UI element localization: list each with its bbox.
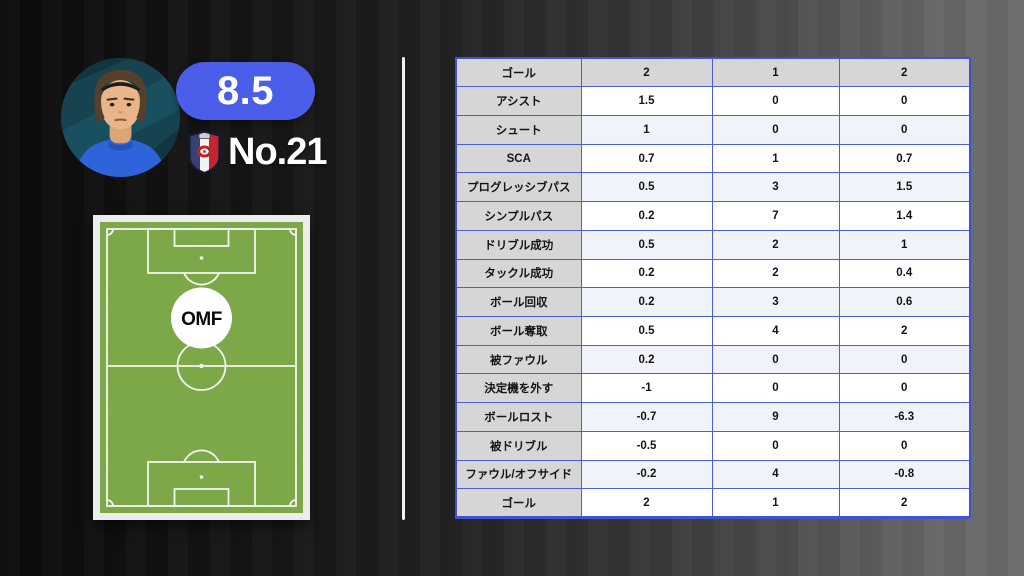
stat-value: 2 bbox=[711, 229, 840, 260]
stat-label: ボール回収 bbox=[455, 287, 582, 317]
stat-label: ドリブル成功 bbox=[455, 229, 582, 260]
stat-value: 1 bbox=[838, 229, 971, 260]
table-row: ボール回収 0.2 3 0.6 bbox=[455, 287, 971, 317]
table-row: ファウル/オフサイド -0.2 4 -0.8 bbox=[455, 459, 971, 490]
stat-value: -1 bbox=[580, 373, 713, 404]
stat-value: 0.2 bbox=[580, 201, 713, 231]
stat-value: 1 bbox=[711, 57, 840, 88]
stat-value: 0 bbox=[711, 86, 840, 116]
table-row: 被ファウル 0.2 0 0 bbox=[455, 344, 971, 375]
stat-value: -0.5 bbox=[580, 430, 713, 461]
team-crest-icon bbox=[188, 130, 221, 175]
stat-label: ボール奪取 bbox=[455, 315, 582, 346]
stat-value: -0.8 bbox=[838, 459, 971, 490]
stat-value: 2 bbox=[580, 57, 713, 88]
stat-value: 3 bbox=[711, 172, 840, 203]
stat-value: 0.5 bbox=[580, 172, 713, 203]
stat-label: タックル成功 bbox=[455, 258, 582, 289]
stat-value: 0 bbox=[711, 373, 840, 404]
stat-value: 7 bbox=[711, 201, 840, 231]
table-row: プログレッシブパス 0.5 3 1.5 bbox=[455, 172, 971, 203]
player-photo-icon bbox=[61, 58, 180, 177]
table-row: アシスト 1.5 0 0 bbox=[455, 86, 971, 116]
stat-value: 2 bbox=[711, 258, 840, 289]
stat-label: シンプルパス bbox=[455, 201, 582, 231]
shirt-number: No.21 bbox=[228, 131, 327, 173]
stat-label: プログレッシブパス bbox=[455, 172, 582, 203]
table-row: ドリブル成功 0.5 2 1 bbox=[455, 229, 971, 260]
stat-value: 2 bbox=[838, 57, 971, 88]
stat-label: ゴール bbox=[455, 488, 582, 519]
table-row: シュート 1 0 0 bbox=[455, 114, 971, 145]
stat-value: 0 bbox=[838, 373, 971, 404]
table-row: ボールロスト -0.7 9 -6.3 bbox=[455, 402, 971, 432]
stat-value: 0 bbox=[711, 430, 840, 461]
stat-value: 1.5 bbox=[580, 86, 713, 116]
table-row: SCA 0.7 1 0.7 bbox=[455, 143, 971, 174]
stat-value: 0.5 bbox=[580, 315, 713, 346]
table-row: 被ドリブル -0.5 0 0 bbox=[455, 430, 971, 461]
stat-value: 2 bbox=[838, 315, 971, 346]
stat-value: 2 bbox=[838, 488, 971, 519]
stat-value: 0 bbox=[711, 114, 840, 145]
stat-label: 被ファウル bbox=[455, 344, 582, 375]
stat-value: 0.2 bbox=[580, 287, 713, 317]
stat-value: 1 bbox=[580, 114, 713, 145]
stat-value: 1 bbox=[711, 143, 840, 174]
stat-value: 1 bbox=[711, 488, 840, 519]
stat-value: 0.7 bbox=[838, 143, 971, 174]
stat-value: 0.2 bbox=[580, 344, 713, 375]
stats-table-body: ゴール 2 1 2 アシスト 1.5 0 0 シュート 1 0 0 SCA 0.7 1 0.7 プログレッシブパ… bbox=[455, 57, 971, 519]
table-row: ゴール 2 1 2 bbox=[455, 488, 971, 519]
stat-value: 0 bbox=[838, 430, 971, 461]
position-marker: OMF bbox=[171, 287, 232, 349]
stat-value: 4 bbox=[711, 459, 840, 490]
stat-value: 0.4 bbox=[838, 258, 971, 289]
rating-badge: 8.5 bbox=[176, 62, 315, 120]
stat-label: ゴール bbox=[455, 57, 582, 88]
stats-table: ゴール 2 1 2 アシスト 1.5 0 0 シュート 1 0 0 SCA 0.7 1 0.7 プログレッシブパ… bbox=[455, 57, 971, 519]
soccer-pitch: OMF bbox=[100, 222, 303, 513]
stat-label: ファウル/オフサイド bbox=[455, 459, 582, 490]
stat-label: シュート bbox=[455, 114, 582, 145]
stat-value: -6.3 bbox=[838, 402, 971, 432]
table-row: タックル成功 0.2 2 0.4 bbox=[455, 258, 971, 289]
stat-value: 0.6 bbox=[838, 287, 971, 317]
stat-label: 決定機を外す bbox=[455, 373, 582, 404]
position-label: OMF bbox=[181, 309, 222, 330]
stat-value: 1.5 bbox=[838, 172, 971, 203]
stat-value: -0.7 bbox=[580, 402, 713, 432]
table-row: ボール奪取 0.5 4 2 bbox=[455, 315, 971, 346]
stat-value: 0.5 bbox=[580, 229, 713, 260]
stat-value: 2 bbox=[580, 488, 713, 519]
stat-value: 9 bbox=[711, 402, 840, 432]
table-row: ゴール 2 1 2 bbox=[455, 57, 971, 88]
rating-value: 8.5 bbox=[216, 68, 275, 113]
stat-label: SCA bbox=[455, 143, 582, 174]
stat-label: アシスト bbox=[455, 86, 582, 116]
stat-value: 0 bbox=[838, 114, 971, 145]
stat-value: 0.2 bbox=[580, 258, 713, 289]
stat-value: -0.2 bbox=[580, 459, 713, 490]
player-avatar bbox=[61, 58, 180, 177]
section-divider bbox=[402, 57, 405, 520]
stat-label: ボールロスト bbox=[455, 402, 582, 432]
stat-value: 0.7 bbox=[580, 143, 713, 174]
stat-value: 3 bbox=[711, 287, 840, 317]
stat-value: 0 bbox=[838, 344, 971, 375]
stat-value: 0 bbox=[838, 86, 971, 116]
stat-value: 4 bbox=[711, 315, 840, 346]
stat-value: 0 bbox=[711, 344, 840, 375]
table-row: シンプルパス 0.2 7 1.4 bbox=[455, 201, 971, 231]
stat-value: 1.4 bbox=[838, 201, 971, 231]
table-row: 決定機を外す -1 0 0 bbox=[455, 373, 971, 404]
stat-label: 被ドリブル bbox=[455, 430, 582, 461]
pitch-card: OMF bbox=[93, 215, 310, 520]
